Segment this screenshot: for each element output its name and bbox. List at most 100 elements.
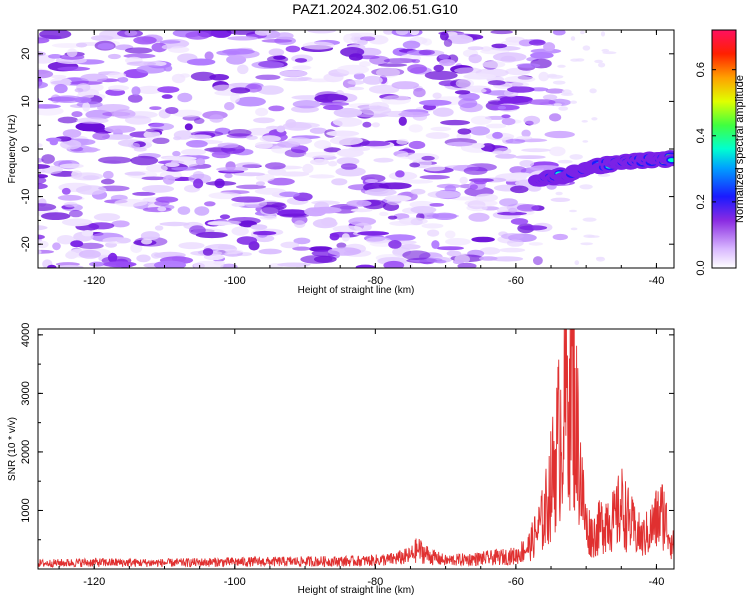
spectrogram-noise-blob — [378, 182, 412, 190]
spectrogram-noise-blob — [519, 160, 535, 167]
spectrogram-noise-blob — [516, 63, 541, 68]
spectrogram-noise-blob — [259, 215, 277, 220]
spectrogram-noise-blob — [292, 65, 312, 70]
spectrogram-noise-blob — [507, 86, 535, 93]
spectrogram-noise-blob — [582, 45, 591, 51]
spectrogram-noise-blob — [468, 212, 490, 222]
spectrogram-noise-blob — [521, 129, 531, 138]
spectrogram-noise-blob — [231, 226, 249, 236]
spectrogram-noise-blob — [454, 67, 482, 74]
snr-marks — [38, 329, 674, 568]
spectrogram-noise-blob — [364, 188, 397, 197]
spectrogram-noise-blob — [523, 115, 541, 125]
spectrogram-noise — [38, 30, 617, 268]
spectrogram-noise-blob — [41, 154, 55, 164]
spectrogram-noise-blob — [544, 130, 575, 139]
spectrogram-noise-blob — [410, 188, 426, 195]
spectrogram-noise-blob — [430, 126, 452, 132]
spectrogram-noise-blob — [313, 255, 337, 263]
spectrogram-noise-blob — [383, 260, 405, 268]
spectrogram-noise-blob — [355, 264, 375, 268]
spectrogram-noise-blob — [347, 80, 365, 85]
spectrogram-noise-blob — [210, 30, 232, 38]
spectrogram-noise-blob — [327, 247, 362, 256]
spectrogram-noise-blob — [38, 104, 61, 109]
spectrogram-noise-blob — [261, 204, 280, 214]
spectrogram-noise-blob — [479, 256, 498, 261]
spectrogram-noise-blob — [371, 122, 380, 128]
spectrogram-noise-blob — [57, 116, 79, 124]
spectrogram-noise-blob — [280, 241, 300, 249]
spectrogram-noise-blob — [154, 225, 164, 231]
spectrogram-noise-blob — [163, 156, 197, 161]
spectrogram-noise-blob — [38, 106, 64, 116]
spectrogram-noise-blob — [529, 87, 549, 92]
spectrogram-noise-blob — [530, 52, 554, 59]
spectrogram-noise-blob — [323, 104, 344, 111]
spectrogram-noise-blob — [580, 242, 594, 246]
spectrogram-noise-blob — [195, 158, 206, 166]
spectrogram-noise-blob — [601, 48, 610, 53]
spectrogram-noise-blob — [38, 143, 43, 148]
colorbar-tick-label: 0.6 — [695, 62, 707, 77]
spectrogram-noise-blob — [82, 147, 99, 153]
spectrogram-noise-blob — [209, 74, 230, 81]
spectrogram-noise-blob — [467, 46, 484, 51]
spectrogram-noise-blob — [193, 117, 205, 124]
spectrogram-noise-blob — [463, 166, 488, 175]
spectrogram-noise-blob — [365, 179, 378, 183]
spectrogram-y-tick-label: 10 — [20, 95, 32, 107]
spectrogram-noise-blob — [409, 30, 420, 36]
spectrogram-noise-blob — [253, 230, 277, 236]
spectrogram-noise-blob — [184, 123, 193, 131]
spectrogram-noise-blob — [292, 100, 321, 109]
spectrogram-noise-blob — [362, 75, 383, 85]
spectrogram-noise-blob — [255, 141, 273, 149]
spectrogram-noise-blob — [212, 84, 234, 92]
spectrogram-noise-blob — [340, 163, 358, 170]
snr-y-ticks: 4000 3000 2000 1000 — [20, 323, 674, 541]
spectrogram-noise-blob — [396, 138, 409, 145]
spectrogram-noise-blob — [398, 116, 407, 126]
spectrogram-noise-blob — [55, 264, 84, 268]
spectrogram-noise-blob — [39, 30, 72, 40]
spectrogram-noise-blob — [207, 221, 232, 226]
spectrogram-noise-blob — [570, 227, 578, 231]
spectrogram-noise-blob — [185, 31, 210, 40]
spectrogram-noise-blob — [127, 94, 143, 103]
spectrogram-noise-blob — [381, 95, 412, 105]
spectrogram-noise-blob — [549, 113, 562, 122]
spectrogram-noise-blob — [457, 128, 472, 135]
spectrogram-noise-blob — [311, 200, 340, 205]
spectrogram-noise-blob — [424, 70, 458, 80]
spectrogram-noise-blob — [427, 229, 440, 237]
spectrogram-noise-blob — [368, 84, 400, 94]
spectrogram-noise-blob — [580, 30, 585, 35]
spectrogram-noise-blob — [178, 242, 205, 250]
spectrogram-noise-blob — [309, 127, 327, 134]
spectrogram-noise-blob — [275, 32, 294, 40]
spectrogram-noise-blob — [62, 129, 82, 138]
spectrogram-noise-blob — [254, 187, 286, 195]
spectrogram-noise-blob — [124, 115, 152, 125]
spectrogram-noise-blob — [490, 256, 524, 262]
spectrogram-noise-blob — [440, 31, 449, 41]
chart-title: PAZ1.2024.302.06.51.G10 — [292, 1, 458, 17]
spectrogram-noise-blob — [233, 172, 266, 177]
spectrogram-noise-blob — [107, 72, 127, 78]
spectrogram-noise-blob — [560, 92, 574, 97]
spectrogram-noise-blob — [268, 48, 285, 56]
spectrogram-noise-blob — [89, 261, 105, 267]
spectrogram-panel: -120 -100 -80 -60 -40 20 10 0 -10 -20 Height of … — [7, 29, 675, 296]
spectrogram-noise-blob — [255, 107, 269, 117]
spectrogram-noise-blob — [81, 230, 94, 237]
spectrogram-noise-blob — [508, 172, 532, 178]
spectrogram-noise-blob — [38, 81, 48, 89]
spectrogram-noise-blob — [432, 212, 457, 220]
colorbar-tick-label: 0.0 — [695, 260, 707, 275]
colorbar-ticks: 0.0 0.2 0.4 0.6 — [695, 62, 736, 276]
spectrogram-noise-blob — [149, 106, 162, 110]
spectrogram-noise-blob — [495, 153, 517, 159]
spectrogram-noise-blob — [331, 178, 348, 186]
spectrogram-x-tick-label: -80 — [367, 275, 383, 287]
